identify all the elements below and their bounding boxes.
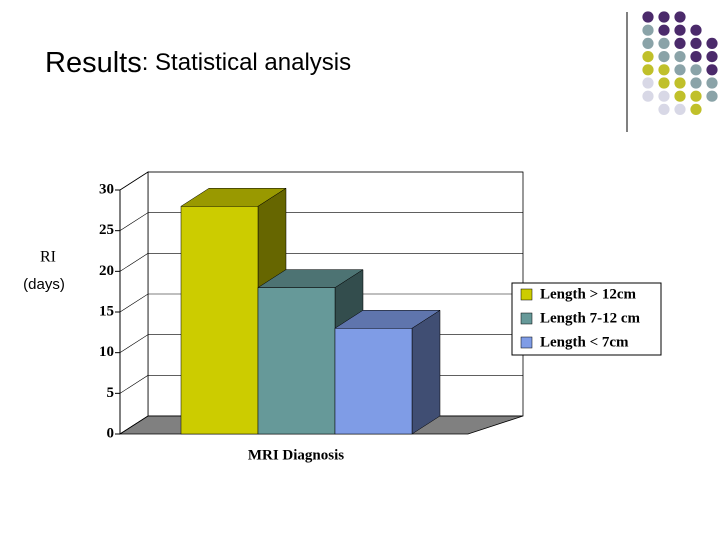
dot [674,11,686,23]
legend-label: Length 7-12 cm [540,310,640,326]
x-label: MRI Diagnosis [248,447,344,463]
dot [658,51,670,63]
legend-swatch [520,336,533,349]
dot [674,37,686,50]
dot [706,64,718,76]
y-tick-label: 20 [99,263,114,279]
dot [658,24,670,36]
y-tick-label: 30 [99,181,114,197]
dot [642,51,654,63]
bar-side [411,309,441,435]
bar [257,287,336,435]
dot [706,77,718,89]
dot [706,37,718,50]
y-tick-label: 0 [107,425,115,441]
legend-box [511,282,662,356]
legend-swatch [520,288,533,301]
grid-line [119,212,523,231]
legend-label: Length > 12cm [540,286,637,302]
grid-line [119,253,523,272]
dot [674,64,686,76]
title-main: Results [45,47,142,79]
dot [674,24,686,36]
y-tick-label: 10 [99,344,114,360]
bar [180,206,259,435]
dot [642,11,654,23]
dot [642,24,654,36]
dot [690,103,702,115]
dot [690,37,702,50]
dot [642,77,654,89]
dot [642,90,654,102]
legend-swatch [520,312,533,325]
dot [658,103,670,115]
dot [690,90,702,102]
dot [674,51,686,63]
dot [658,77,670,89]
dot [642,64,654,76]
y-label: RI [40,249,56,266]
dot [690,77,702,89]
y-tick-label: 15 [99,303,114,319]
dot [674,90,686,102]
bar [334,328,413,435]
y-tick-label: 5 [107,385,115,401]
dot [658,37,670,50]
y-label: (days) [23,276,65,293]
dot [658,11,670,23]
dot [706,90,718,102]
dot [690,64,702,76]
dot [658,90,670,102]
slide-title: Results: Statistical analysis [45,47,351,79]
legend-label: Length < 7cm [540,334,629,350]
grid-line [119,171,523,191]
dot [706,51,718,63]
decoration [642,11,718,115]
dot [690,24,702,36]
grid-line [119,293,523,313]
dot [690,51,702,63]
y-tick-label: 25 [99,222,114,238]
dot [658,64,670,76]
dot [642,37,654,50]
dot [674,77,686,89]
title-rest: : Statistical analysis [142,49,351,76]
chart: 0 5 10 15 20 25 30 MRI Diagnosis Length > 12cm Le… [99,171,662,463]
dot [674,103,686,115]
